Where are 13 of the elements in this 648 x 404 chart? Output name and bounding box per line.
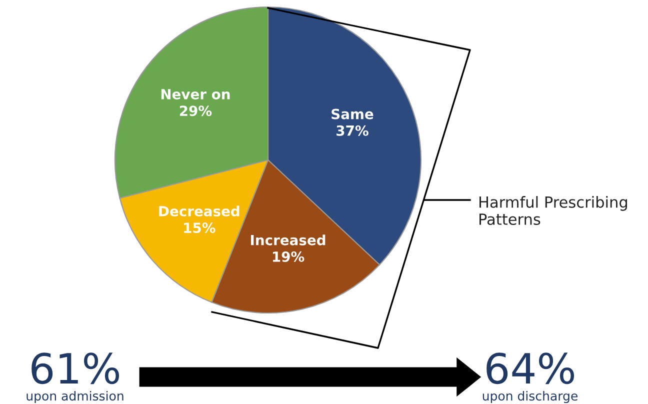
text: upon admission — [26, 390, 124, 404]
slice-label: Never on — [161, 89, 230, 100]
text: 61% — [32, 352, 120, 384]
data-label: 19% — [272, 251, 304, 262]
slice-label: Same — [332, 108, 374, 120]
text: upon discharge — [482, 390, 578, 404]
slice-label: Decreased — [159, 206, 240, 216]
data-label: 29% — [180, 106, 212, 116]
data-label: 15% — [184, 222, 216, 234]
text: 64% — [486, 352, 574, 384]
data-label: 37% — [336, 125, 368, 136]
text: Harmful Prescribing Patterns — [480, 196, 628, 225]
slice-label: Increased — [251, 234, 326, 246]
